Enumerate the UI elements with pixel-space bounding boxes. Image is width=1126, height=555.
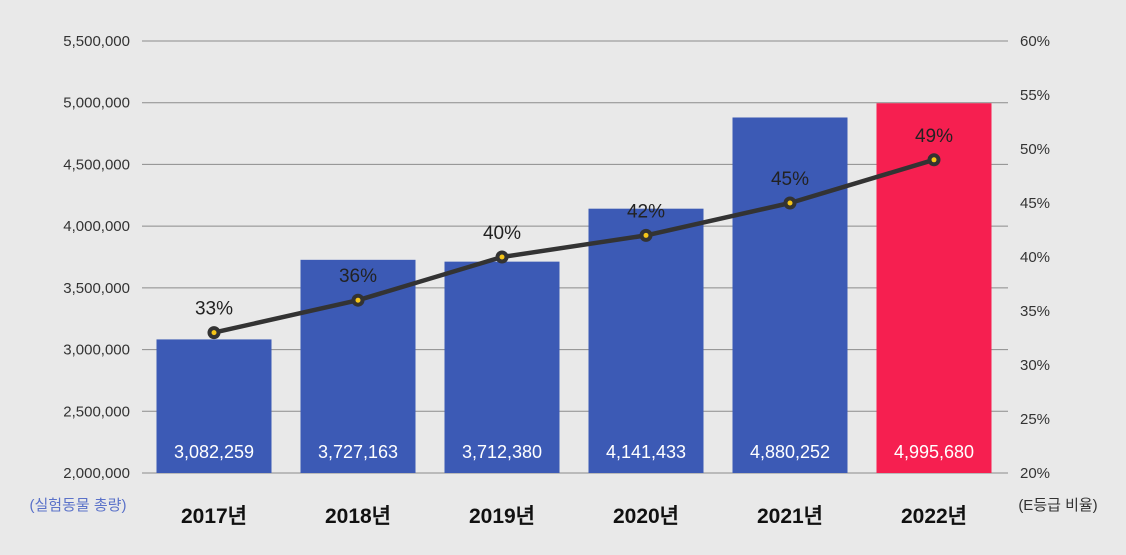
y-tick-label: 3,500,000 xyxy=(63,280,130,297)
x-tick-label: 2017년 xyxy=(181,505,247,528)
line-path xyxy=(213,157,935,335)
line-series: 33% 36% 40% 42% 45% 49% xyxy=(195,126,953,340)
line-value-label: 40% xyxy=(483,223,521,244)
bar xyxy=(588,208,704,474)
bar-value-label: 4,995,680 xyxy=(894,442,974,462)
line-point-center xyxy=(211,330,217,336)
bar-value-label: 4,141,433 xyxy=(606,442,686,462)
bar xyxy=(156,339,272,473)
x-tick-label: 2018년 xyxy=(325,505,391,528)
y2-tick-label: 20% xyxy=(1020,465,1050,482)
line-value-label: 33% xyxy=(195,299,233,320)
y2-tick-label: 25% xyxy=(1020,411,1050,428)
left-axis-label: (실험동물 총량) xyxy=(30,497,127,514)
bar xyxy=(444,261,560,473)
grid-lines xyxy=(142,40,1008,474)
y-tick-label: 2,500,000 xyxy=(63,403,130,420)
y2-tick-label: 40% xyxy=(1020,249,1050,266)
bar xyxy=(732,117,848,473)
y2-tick-label: 35% xyxy=(1020,303,1050,320)
bar-value-label: 4,880,252 xyxy=(750,442,830,462)
y-tick-label: 2,000,000 xyxy=(63,465,130,482)
y2-tick-label: 30% xyxy=(1020,357,1050,374)
y-tick-label: 4,500,000 xyxy=(63,156,130,173)
y-tick-label: 4,000,000 xyxy=(63,218,130,235)
line-point-center xyxy=(643,232,649,238)
y-tick-label: 5,500,000 xyxy=(63,33,130,50)
line-value-label: 45% xyxy=(771,169,809,190)
y2-tick-label: 45% xyxy=(1020,195,1050,212)
bar-value-labels: 3,082,259 3,727,163 3,712,380 4,141,433 4,88… xyxy=(174,442,974,462)
x-tick-label: 2020년 xyxy=(613,505,679,528)
y2-tick-label: 55% xyxy=(1020,87,1050,104)
line-value-label: 49% xyxy=(915,126,953,147)
y-tick-label: 5,000,000 xyxy=(63,95,130,112)
x-axis-labels: 2017년 2018년 2019년 2020년 2021년 2022년 xyxy=(181,505,967,528)
line-point-center xyxy=(787,200,793,206)
right-axis-ticks: 20% 25% 30% 35% 40% 45% 50% 55% 60% xyxy=(1020,33,1050,482)
bar-value-label: 3,712,380 xyxy=(462,442,542,462)
line-value-label: 36% xyxy=(339,266,377,287)
right-axis-label: (E등급 비율) xyxy=(1018,497,1097,514)
y2-tick-label: 50% xyxy=(1020,141,1050,158)
line-value-label: 42% xyxy=(627,201,665,222)
y-tick-label: 3,000,000 xyxy=(63,342,130,359)
bar-value-label: 3,082,259 xyxy=(174,442,254,462)
line-point-center xyxy=(931,157,937,163)
x-tick-label: 2019년 xyxy=(469,505,535,528)
x-tick-label: 2022년 xyxy=(901,505,967,528)
x-tick-label: 2021년 xyxy=(757,505,823,528)
left-axis-ticks: 2,000,000 2,500,000 3,000,000 3,500,000 4,00… xyxy=(63,33,130,482)
y2-tick-label: 60% xyxy=(1020,33,1050,50)
line-point-center xyxy=(355,297,361,303)
bar-value-label: 3,727,163 xyxy=(318,442,398,462)
line-point-center xyxy=(499,254,505,260)
bar-series xyxy=(156,103,992,474)
